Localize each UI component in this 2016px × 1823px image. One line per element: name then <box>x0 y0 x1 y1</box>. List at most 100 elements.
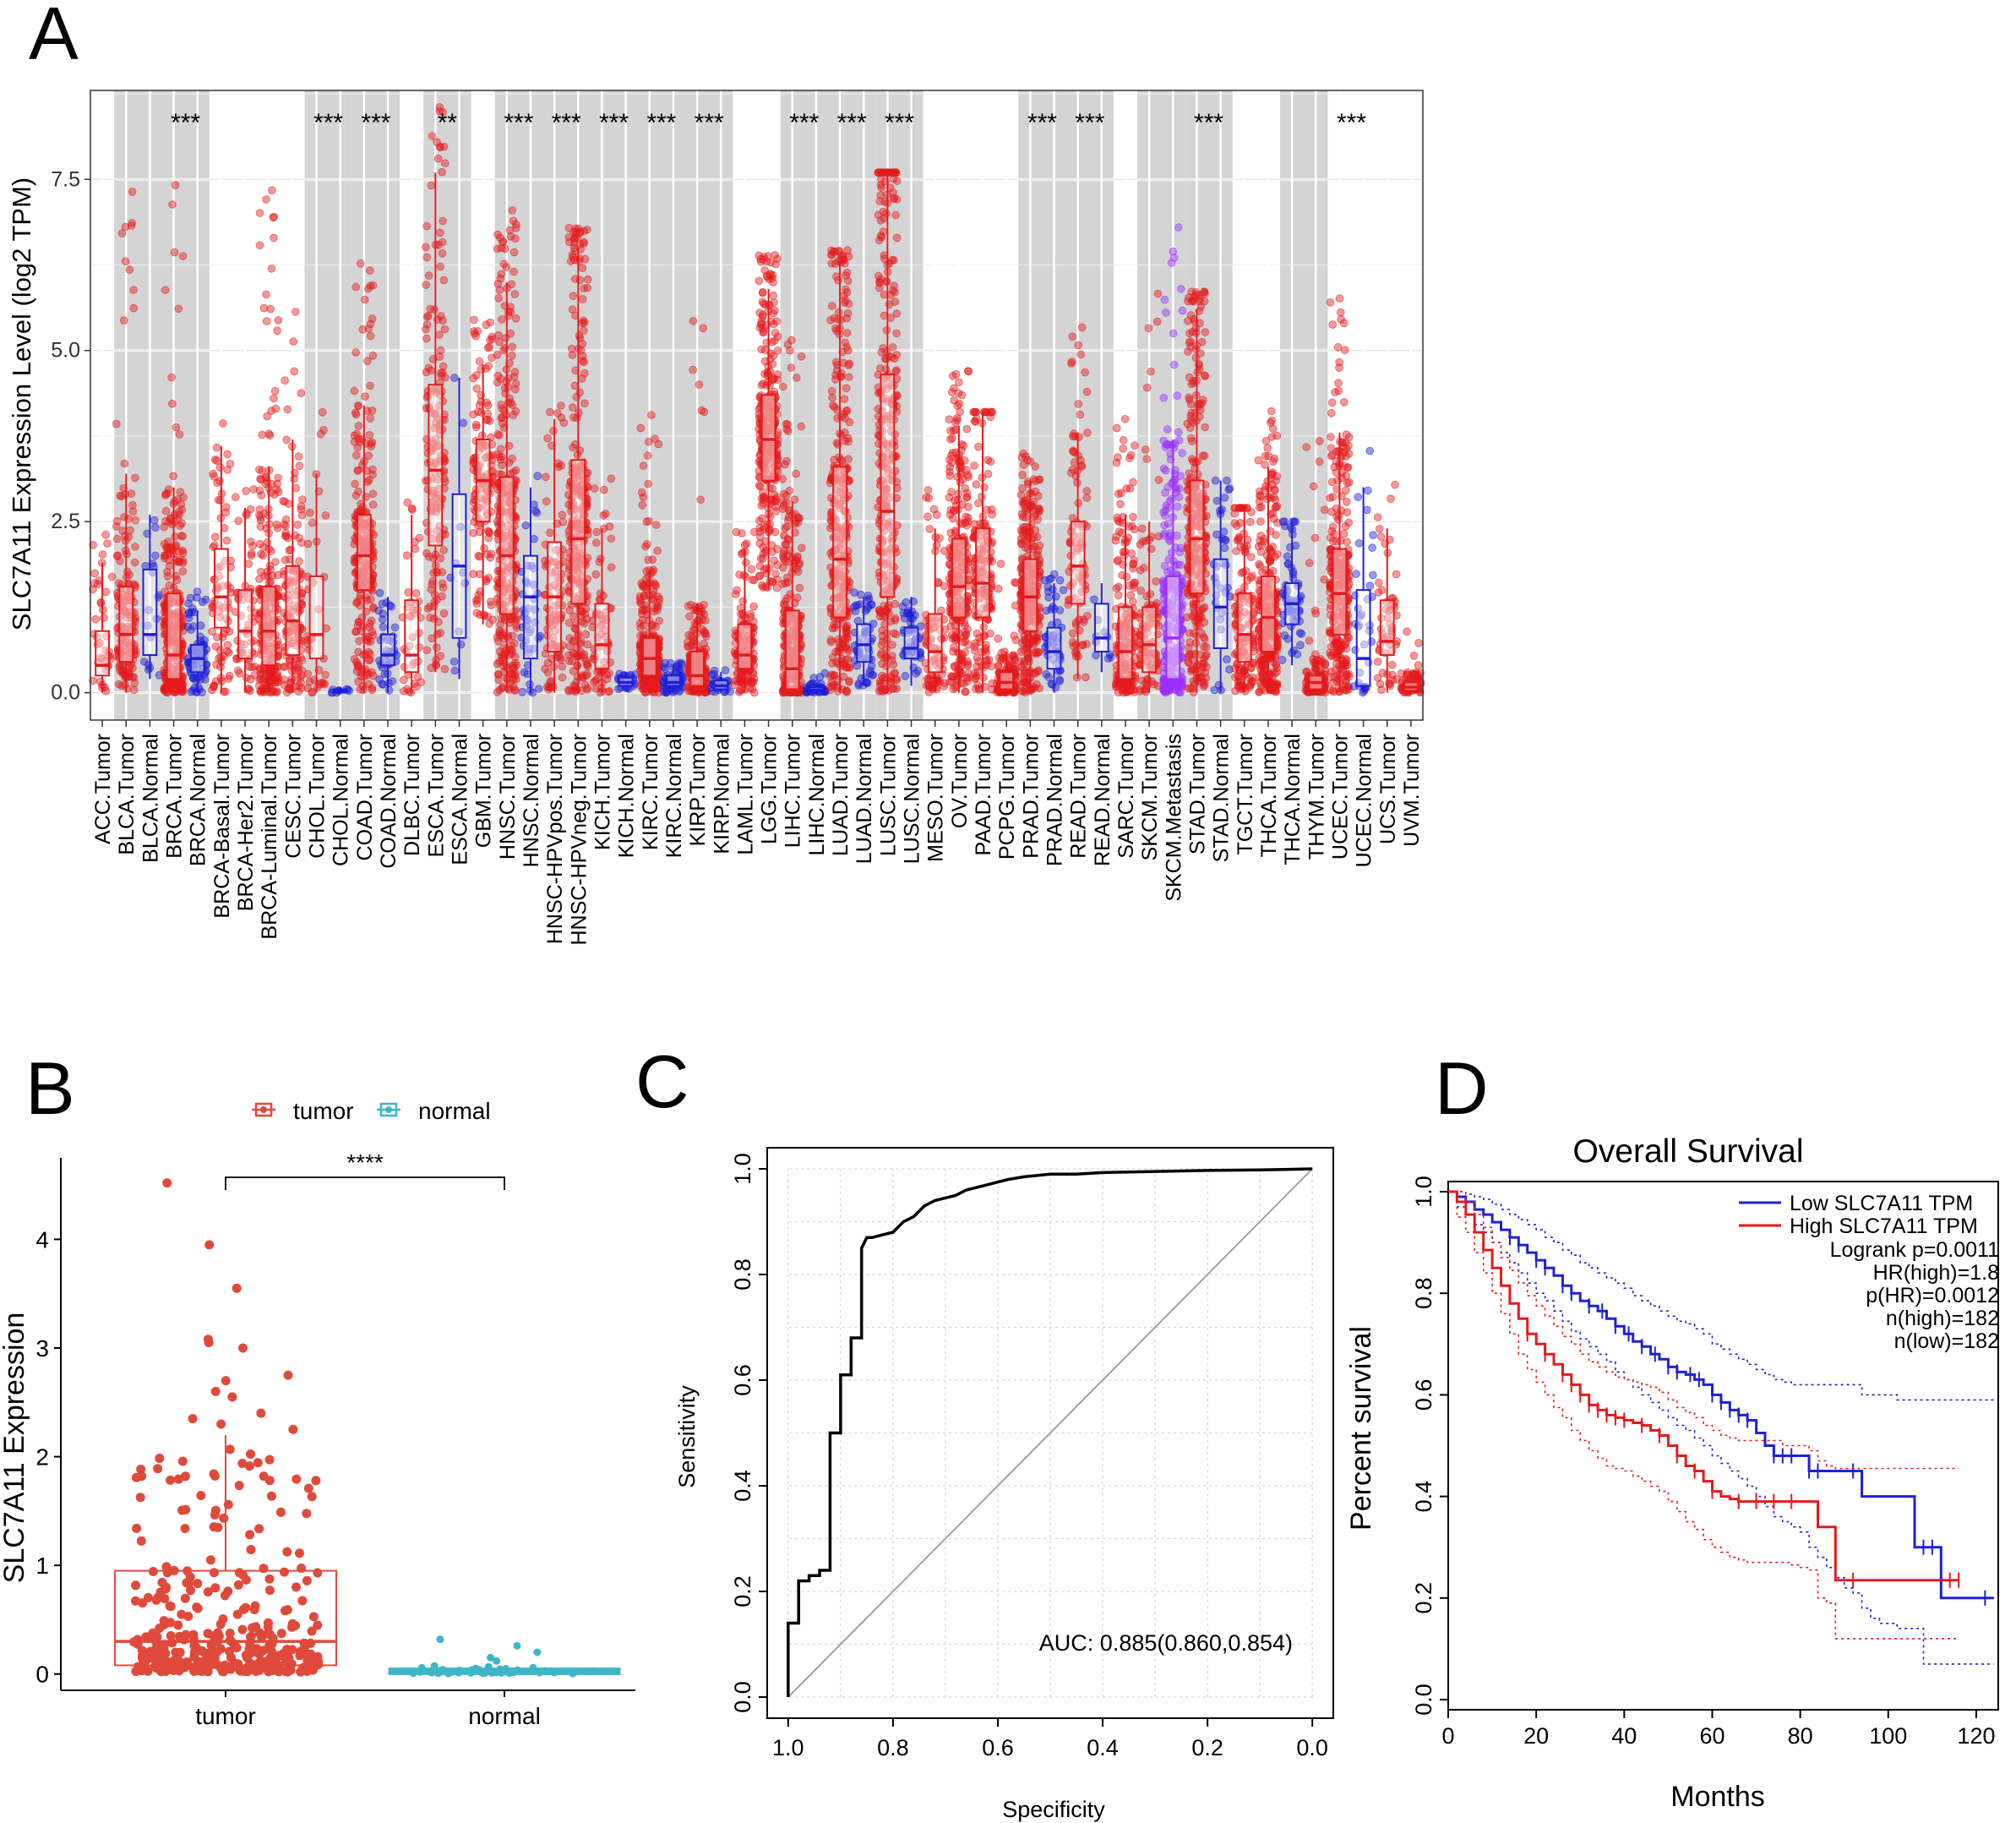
data-point <box>439 546 448 554</box>
shaded-band <box>1065 90 1114 720</box>
data-point <box>840 395 849 404</box>
data-point <box>509 267 518 276</box>
data-point <box>176 685 184 694</box>
data-point <box>583 275 592 284</box>
data-point <box>591 685 600 693</box>
data-point <box>366 381 374 390</box>
data-point <box>131 516 140 525</box>
data-point <box>498 651 506 659</box>
data-point <box>501 334 510 342</box>
data-point <box>841 259 849 268</box>
data-point <box>151 523 160 532</box>
data-point <box>891 210 900 220</box>
data-point <box>282 435 291 445</box>
data-point <box>599 485 608 494</box>
data-point <box>495 337 504 347</box>
data-point <box>700 600 708 609</box>
data-point <box>120 670 129 679</box>
data-point <box>439 216 447 226</box>
data-point <box>831 259 840 268</box>
data-point <box>685 612 694 621</box>
data-point <box>510 368 520 377</box>
data-point <box>91 614 100 624</box>
data-point <box>262 290 270 299</box>
data-point <box>520 668 529 677</box>
data-point <box>508 454 516 463</box>
data-point <box>384 679 393 688</box>
data-point <box>121 257 130 266</box>
data-point <box>493 670 503 679</box>
data-point <box>422 334 431 343</box>
data-point <box>827 670 836 680</box>
data-point <box>354 401 362 411</box>
data-point <box>639 493 648 502</box>
data-point <box>422 325 430 334</box>
data-point <box>575 229 585 237</box>
data-point <box>876 216 885 225</box>
data-point <box>637 579 646 587</box>
data-point <box>438 579 447 588</box>
data-point <box>542 497 551 505</box>
data-point <box>350 386 359 396</box>
data-point <box>639 461 648 470</box>
data-point <box>607 474 616 483</box>
data-point <box>578 294 587 303</box>
data-point <box>354 422 363 430</box>
data-point <box>290 474 298 483</box>
data-point <box>364 451 373 460</box>
data-point <box>844 361 853 370</box>
data-point <box>653 546 662 555</box>
data-point <box>151 551 160 560</box>
data-point <box>440 159 450 167</box>
data-point <box>509 248 519 257</box>
data-point <box>495 286 504 294</box>
data-point <box>568 351 577 360</box>
data-point <box>583 640 592 649</box>
data-point <box>360 295 369 304</box>
data-point <box>441 373 450 382</box>
data-point <box>581 630 591 639</box>
data-point <box>280 663 288 671</box>
data-point <box>696 495 705 504</box>
data-point <box>756 320 766 329</box>
shaded-band <box>351 90 400 720</box>
data-point <box>272 521 281 529</box>
data-point <box>120 459 129 468</box>
data-point <box>293 521 302 529</box>
data-point <box>281 376 289 385</box>
data-point <box>532 508 542 517</box>
data-point <box>167 373 176 382</box>
data-point <box>131 558 139 567</box>
data-point <box>691 603 700 611</box>
data-point <box>758 310 767 319</box>
data-point <box>890 194 898 202</box>
data-point <box>771 328 780 337</box>
data-point <box>830 680 839 689</box>
data-point <box>853 661 862 670</box>
data-point <box>258 466 267 475</box>
data-point <box>438 568 446 576</box>
data-point <box>643 451 652 460</box>
data-point <box>508 649 516 658</box>
data-point <box>112 419 121 428</box>
data-point <box>882 276 891 286</box>
data-point <box>564 619 574 627</box>
data-point <box>150 516 159 525</box>
shaded-band <box>1185 90 1233 720</box>
data-point <box>178 252 188 260</box>
data-point <box>783 340 793 349</box>
data-point <box>390 623 400 632</box>
data-point <box>128 219 137 227</box>
data-point <box>697 607 706 616</box>
data-point <box>836 373 846 381</box>
data-point <box>842 287 852 297</box>
data-point <box>234 516 243 526</box>
data-point <box>274 315 283 325</box>
data-point <box>170 510 179 519</box>
data-point <box>263 412 271 421</box>
data-point <box>268 571 277 580</box>
data-point <box>290 367 299 376</box>
data-point <box>121 607 130 616</box>
data-point <box>689 365 697 374</box>
data-point <box>783 535 793 543</box>
